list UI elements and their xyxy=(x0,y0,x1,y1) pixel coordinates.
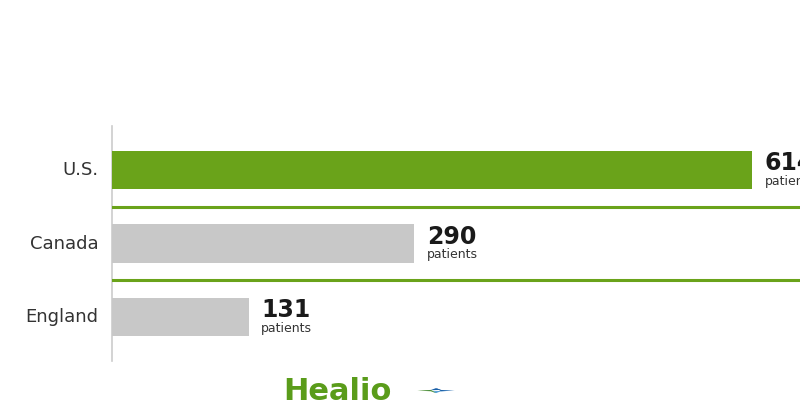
Text: patients: patients xyxy=(261,322,312,335)
Polygon shape xyxy=(418,390,436,393)
Bar xyxy=(112,298,249,336)
Text: U.S.: U.S. xyxy=(62,161,98,179)
Text: Healio: Healio xyxy=(284,377,392,406)
Text: Age standardized rate of IMV per: Age standardized rate of IMV per xyxy=(198,34,602,54)
Text: England: England xyxy=(26,308,98,326)
Polygon shape xyxy=(431,391,454,393)
Text: 614: 614 xyxy=(765,152,800,176)
Polygon shape xyxy=(436,388,454,391)
Text: 100,000 population in three different countries:: 100,000 population in three different co… xyxy=(110,80,690,100)
Text: 131: 131 xyxy=(261,299,310,323)
Polygon shape xyxy=(418,388,441,391)
Bar xyxy=(112,151,752,189)
Text: patients: patients xyxy=(765,175,800,188)
Bar xyxy=(112,224,414,263)
Text: patients: patients xyxy=(426,248,478,261)
Text: Canada: Canada xyxy=(30,235,98,252)
Text: 290: 290 xyxy=(426,225,476,249)
